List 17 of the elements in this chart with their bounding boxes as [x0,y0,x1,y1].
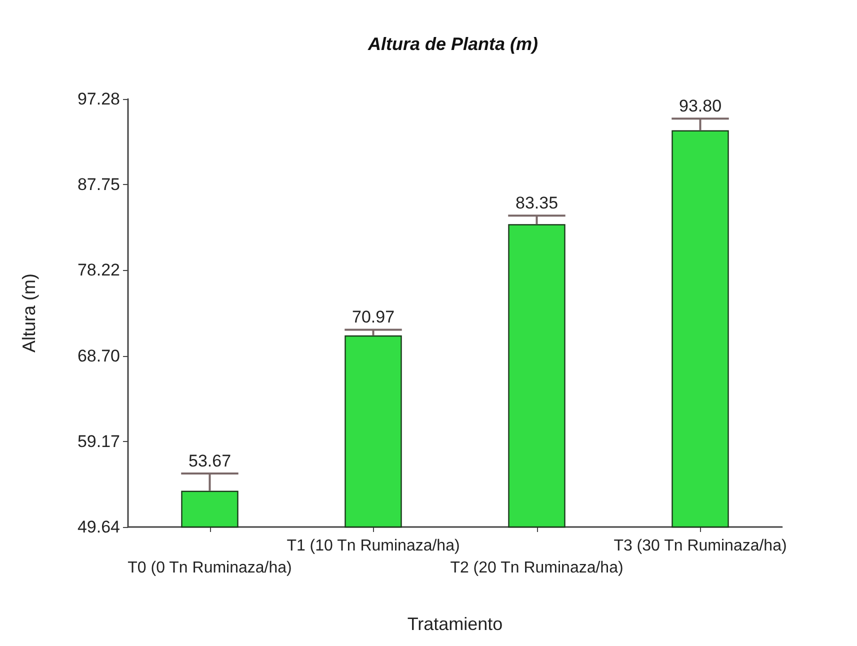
x-tick-label: T1 (10 Tn Ruminaza/ha) [286,538,460,554]
x-tick-label: T0 (0 Tn Ruminaza/ha) [128,560,292,576]
y-tick-label: 78.22 [77,260,120,280]
data-label: 93.80 [678,96,722,116]
y-tick-label: 87.75 [77,175,120,194]
x-tick-label: T3 (30 Tn Ruminaza/ha) [614,538,787,554]
data-label: 83.35 [515,194,558,213]
y-tick-label: 97.28 [77,90,120,108]
data-label: 53.67 [188,451,232,470]
x-tick-label: T2 (20 Tn Ruminaza/ha) [450,560,624,576]
y-axis-title: Altura (m) [19,273,39,353]
y-tick-label: 49.64 [77,518,120,536]
y-tick-label: 59.17 [77,432,120,451]
x-axis-title: Tratamiento [407,614,503,634]
chart-title: Altura de Planta (m) [366,34,538,54]
y-tick-label: 68.70 [77,346,120,366]
data-label: 70.97 [352,308,395,327]
